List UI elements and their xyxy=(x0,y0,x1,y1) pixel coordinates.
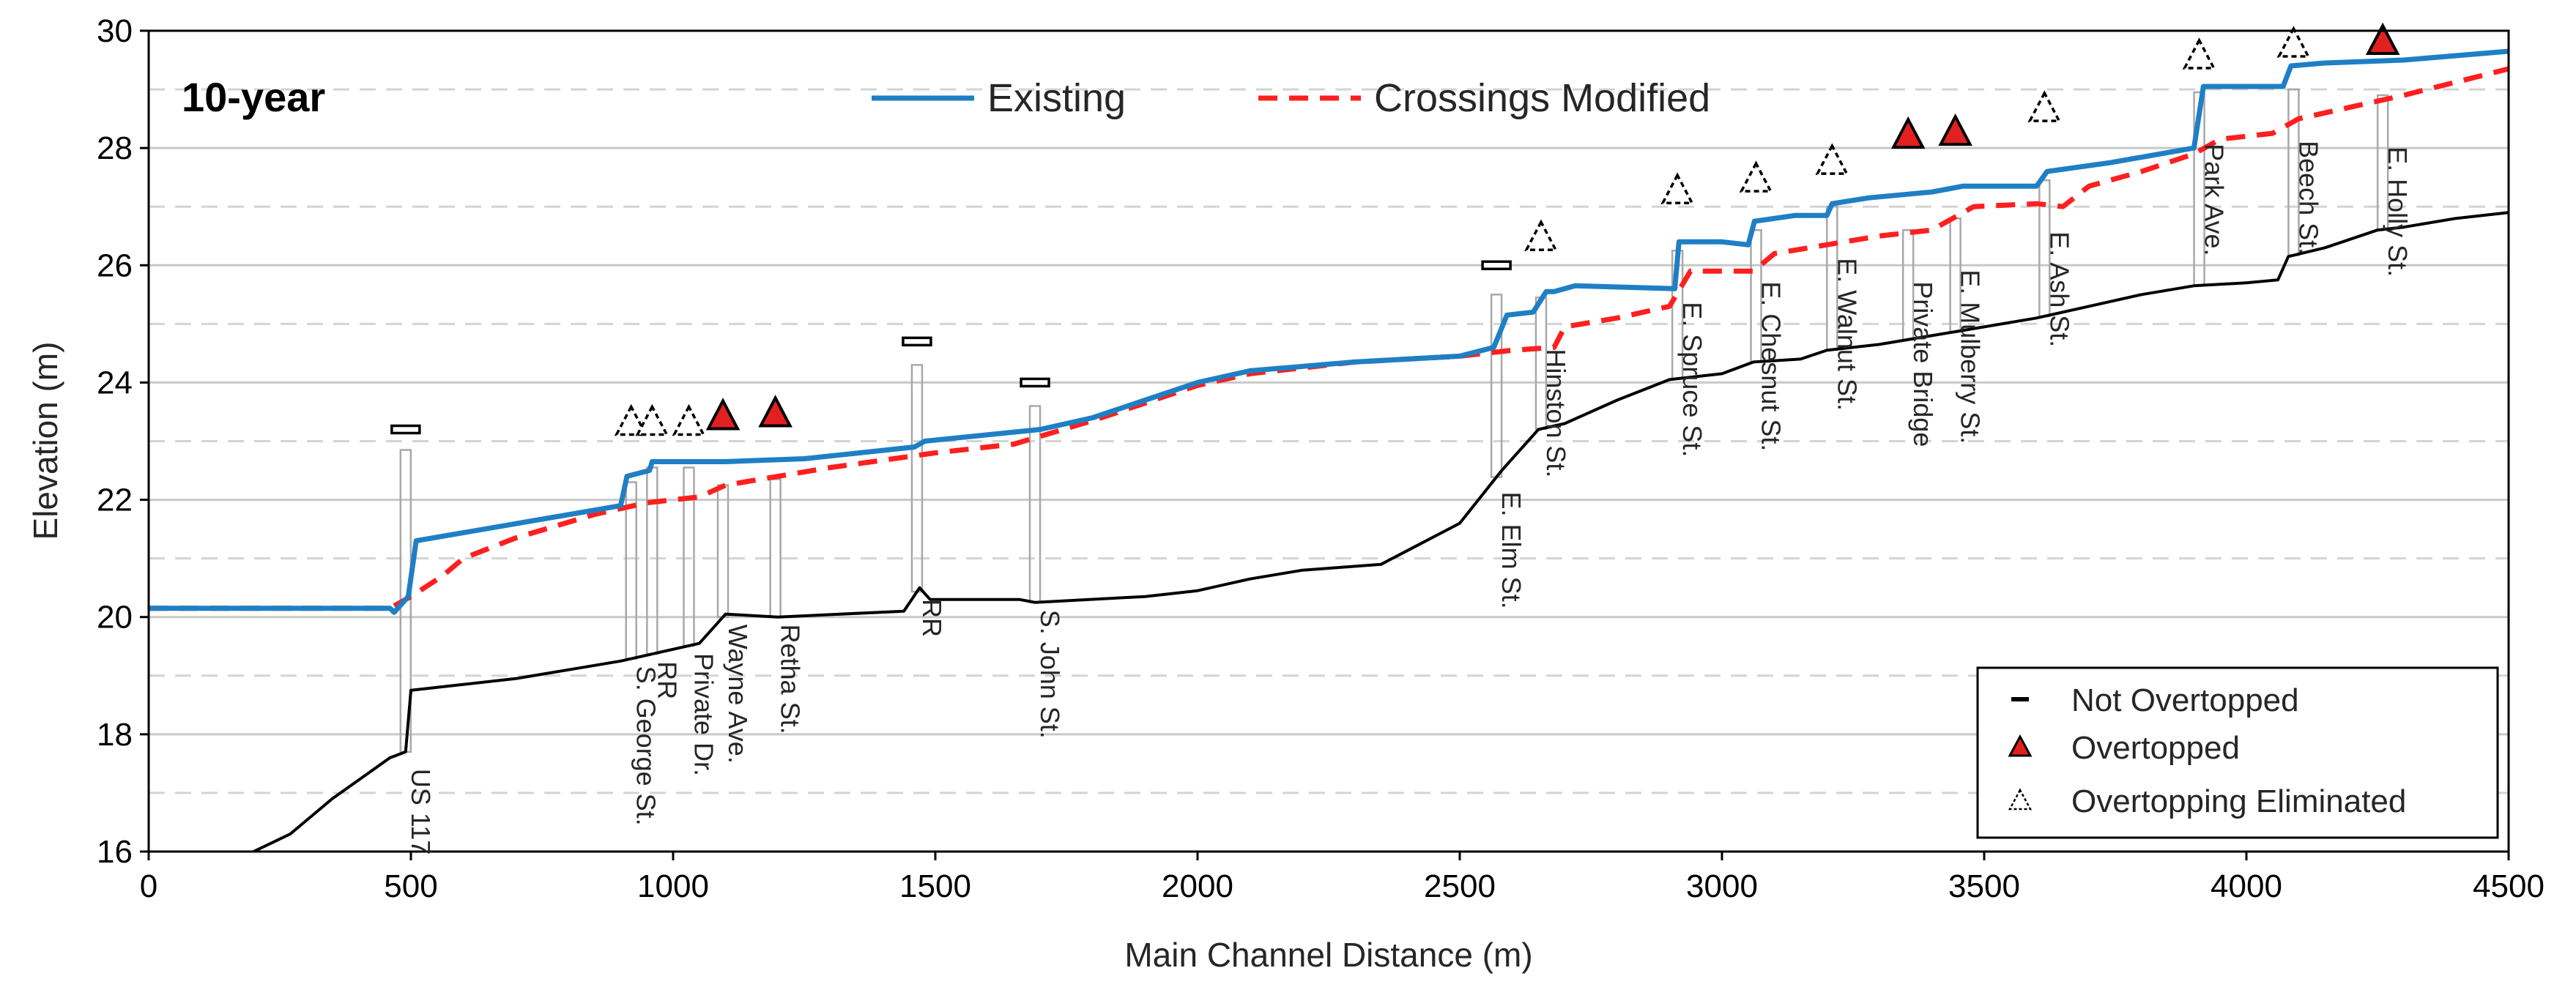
overtopped-marker xyxy=(758,395,793,428)
crossing-label: E. Chesnut St. xyxy=(1756,281,1786,451)
x-tick-label: 1500 xyxy=(899,868,971,904)
crossing-label: RR xyxy=(652,661,682,699)
x-tick-label: 2500 xyxy=(1424,868,1496,904)
overtopping-eliminated-marker xyxy=(1660,172,1695,204)
crossing-label: RR xyxy=(917,599,947,637)
crossing-label: Private Dr. xyxy=(688,653,719,776)
axes: 0 500 1000 1500 2000 2500 3000 3500 4000 4500 16 18… xyxy=(97,13,2545,904)
overtopping-eliminated-marker xyxy=(2182,37,2216,70)
overtopping-eliminated-marker xyxy=(2027,90,2062,122)
not-overtopped-marker xyxy=(902,336,932,347)
plot-frame xyxy=(147,29,2510,853)
crossing-label: E. Elm St. xyxy=(1496,492,1526,609)
crossing-label: E. Ash St. xyxy=(2044,231,2074,347)
x-tick-label: 4000 xyxy=(2211,868,2282,904)
crossing-label: Wayne Ave. xyxy=(723,625,753,764)
x-tick-label: 4500 xyxy=(2473,868,2545,904)
crossing-label: Private Bridge xyxy=(1908,281,1938,447)
series-line-crossings-modified xyxy=(149,66,2509,611)
overtopping-eliminated-marker xyxy=(672,403,706,436)
crossing-label: E. Walnut St. xyxy=(1832,258,1862,411)
overtopping-eliminated-marker xyxy=(2276,26,2311,58)
y-tick-label: 16 xyxy=(97,834,133,870)
legend-overtopped-symbol xyxy=(2008,734,2033,757)
not-overtopped-marker xyxy=(1020,377,1050,388)
y-tick-label: 24 xyxy=(97,365,133,401)
y-tick-label: 20 xyxy=(97,600,133,636)
overtopping-eliminated-marker xyxy=(614,403,648,436)
overtopping-eliminated-marker xyxy=(1739,160,1773,193)
crossing-label: Retha St. xyxy=(776,625,806,734)
y-tick-label: 22 xyxy=(97,483,133,518)
legend-label-crossings-modified: Crossings Modified xyxy=(1374,76,1710,120)
overtopped-marker xyxy=(1938,113,1972,146)
crossing-markers xyxy=(390,22,2400,436)
marker-legend-label: Overtopping Eliminated xyxy=(2071,783,2406,819)
series-lines xyxy=(149,48,2509,853)
series-line-existing xyxy=(149,48,2509,615)
crossing-label: E. Spruce St. xyxy=(1677,302,1707,457)
overtopped-marker xyxy=(2365,22,2400,56)
crossing-label: US 117 xyxy=(406,769,436,854)
legend-label-existing: Existing xyxy=(987,76,1126,120)
chart-title: 10-year xyxy=(182,74,325,120)
line-legend: Existing Crossings Modified xyxy=(872,76,1710,120)
y-axis-title: Elevation (m) xyxy=(26,342,64,540)
overtopping-eliminated-marker xyxy=(1815,143,1849,175)
crossing-labels: US 117 S. George St.RR Private Dr. Wayne Av… xyxy=(406,141,2413,854)
x-tick-label: 2000 xyxy=(1162,868,1233,904)
y-tick-label: 18 xyxy=(97,717,133,753)
series-line-channel-bed xyxy=(253,211,2509,853)
legend-overtopping-eliminated-symbol xyxy=(2008,788,2033,811)
marker-legend-box xyxy=(1976,666,2499,839)
crossing-label: S. George St. xyxy=(631,666,661,826)
overtopping-eliminated-marker xyxy=(635,403,669,436)
marker-legend: Not Overtopped Overtopped Overtopping Elim… xyxy=(1976,666,2499,839)
overtopped-marker xyxy=(1890,116,1926,149)
x-tick-label: 3000 xyxy=(1686,868,1758,904)
x-tick-label: 3500 xyxy=(1948,868,2020,904)
overtopping-eliminated-marker xyxy=(1524,219,1558,251)
crossing-label: Park Ave. xyxy=(2200,144,2230,256)
crossing-label: Hinston St. xyxy=(1541,349,1571,477)
y-tick-label: 26 xyxy=(97,247,133,283)
marker-legend-label: Not Overtopped xyxy=(2071,682,2299,718)
not-overtopped-marker xyxy=(390,424,421,435)
y-tick-label: 28 xyxy=(97,130,133,166)
x-tick-label: 1000 xyxy=(637,868,709,904)
x-tick-label: 500 xyxy=(384,868,437,904)
crossing-label: S. John St. xyxy=(1035,610,1065,739)
crossing-label: Beech St. xyxy=(2293,141,2323,255)
crossing-label: E. Mulberry St. xyxy=(1956,269,1986,444)
legend-not-overtopped-symbol xyxy=(2011,697,2029,701)
marker-legend-label: Overtopped xyxy=(2071,730,2240,766)
y-tick-label: 30 xyxy=(97,13,133,49)
x-tick-label: 0 xyxy=(140,868,157,904)
not-overtopped-marker xyxy=(1481,260,1512,271)
overtopped-marker xyxy=(705,398,740,431)
crossing-label: E. Holly St. xyxy=(2383,146,2413,277)
x-axis-title: Main Channel Distance (m) xyxy=(1124,936,1532,974)
